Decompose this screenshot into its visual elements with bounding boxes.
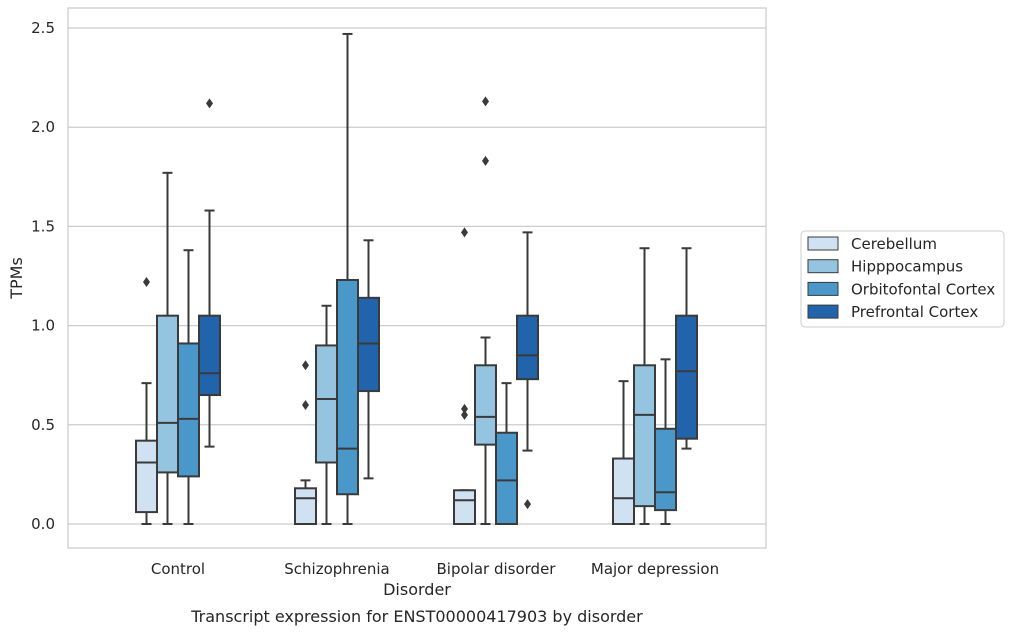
box: [612, 457, 635, 526]
legend-swatch: [807, 259, 839, 274]
box: [474, 364, 497, 446]
outlier-point: [302, 399, 309, 410]
y-tick-label: 1.5: [31, 217, 55, 235]
box: [675, 314, 698, 440]
x-tick-label: Control: [151, 560, 205, 578]
box: [135, 439, 158, 514]
box: [198, 314, 221, 397]
y-tick-label: 0.0: [31, 515, 55, 533]
legend-label: Hipppocampus: [851, 258, 963, 276]
box: [654, 427, 677, 512]
x-axis-ticks: Control Schizophrenia Bipolar disorder Majo…: [151, 560, 719, 578]
box: [315, 344, 338, 464]
legend-swatch: [807, 236, 839, 251]
box-plot: [336, 32, 359, 525]
y-tick-label: 0.5: [31, 416, 55, 434]
outlier-point: [143, 276, 150, 287]
box-plot: [135, 276, 158, 525]
box: [453, 489, 476, 526]
y-tick-label: 1.0: [31, 317, 55, 335]
box-plot: [675, 247, 698, 450]
box: [495, 431, 518, 525]
x-tick-label: Schizophrenia: [284, 560, 389, 578]
plot-frame: [67, 7, 767, 549]
chart-caption: Transcript expression for ENST0000041790…: [190, 607, 643, 626]
box: [633, 364, 656, 508]
legend-label: Orbitofontal Cortex: [851, 280, 995, 298]
box: [177, 342, 200, 478]
x-tick-label: Bipolar disorder: [437, 560, 557, 578]
box-plot: [177, 249, 200, 525]
box-plot: [495, 382, 518, 525]
x-axis-title: Disorder: [383, 580, 451, 599]
box-plot: [198, 98, 221, 448]
outlier-point: [206, 98, 213, 109]
box: [294, 487, 317, 525]
legend-frame: [800, 230, 1005, 328]
legend-swatch: [807, 304, 839, 319]
box-plot: [654, 358, 677, 525]
outlier-point: [461, 409, 468, 420]
legend-swatch: [807, 281, 839, 296]
y-axis-ticks: 0.0 0.5 1.0 1.5 2.0 2.5: [31, 19, 55, 533]
outlier-point: [302, 360, 309, 371]
legend: Cerebellum Hipppocampus Orbitofontal Corte…: [800, 230, 1005, 328]
box: [516, 314, 539, 381]
y-tick-label: 2.0: [31, 118, 55, 136]
box-plot: [453, 227, 476, 526]
legend-label: Cerebellum: [851, 235, 937, 253]
box-plot: [357, 239, 380, 480]
legend-label: Prefrontal Cortex: [851, 303, 978, 321]
boxes: [135, 32, 698, 526]
box: [156, 314, 179, 474]
box-plot: [474, 96, 497, 525]
y-axis-title: TPMs: [7, 257, 26, 300]
outlier-point: [461, 227, 468, 238]
x-tick-label: Major depression: [591, 560, 719, 578]
outlier-point: [524, 499, 531, 510]
box: [336, 278, 359, 496]
box-plot: [156, 171, 179, 525]
box-plot: [633, 247, 656, 525]
outlier-point: [461, 403, 468, 414]
box-plot: [516, 231, 539, 510]
box-plot: [294, 360, 317, 525]
outlier-point: [482, 155, 489, 166]
outlier-point: [482, 96, 489, 107]
y-tick-label: 2.5: [31, 19, 55, 37]
